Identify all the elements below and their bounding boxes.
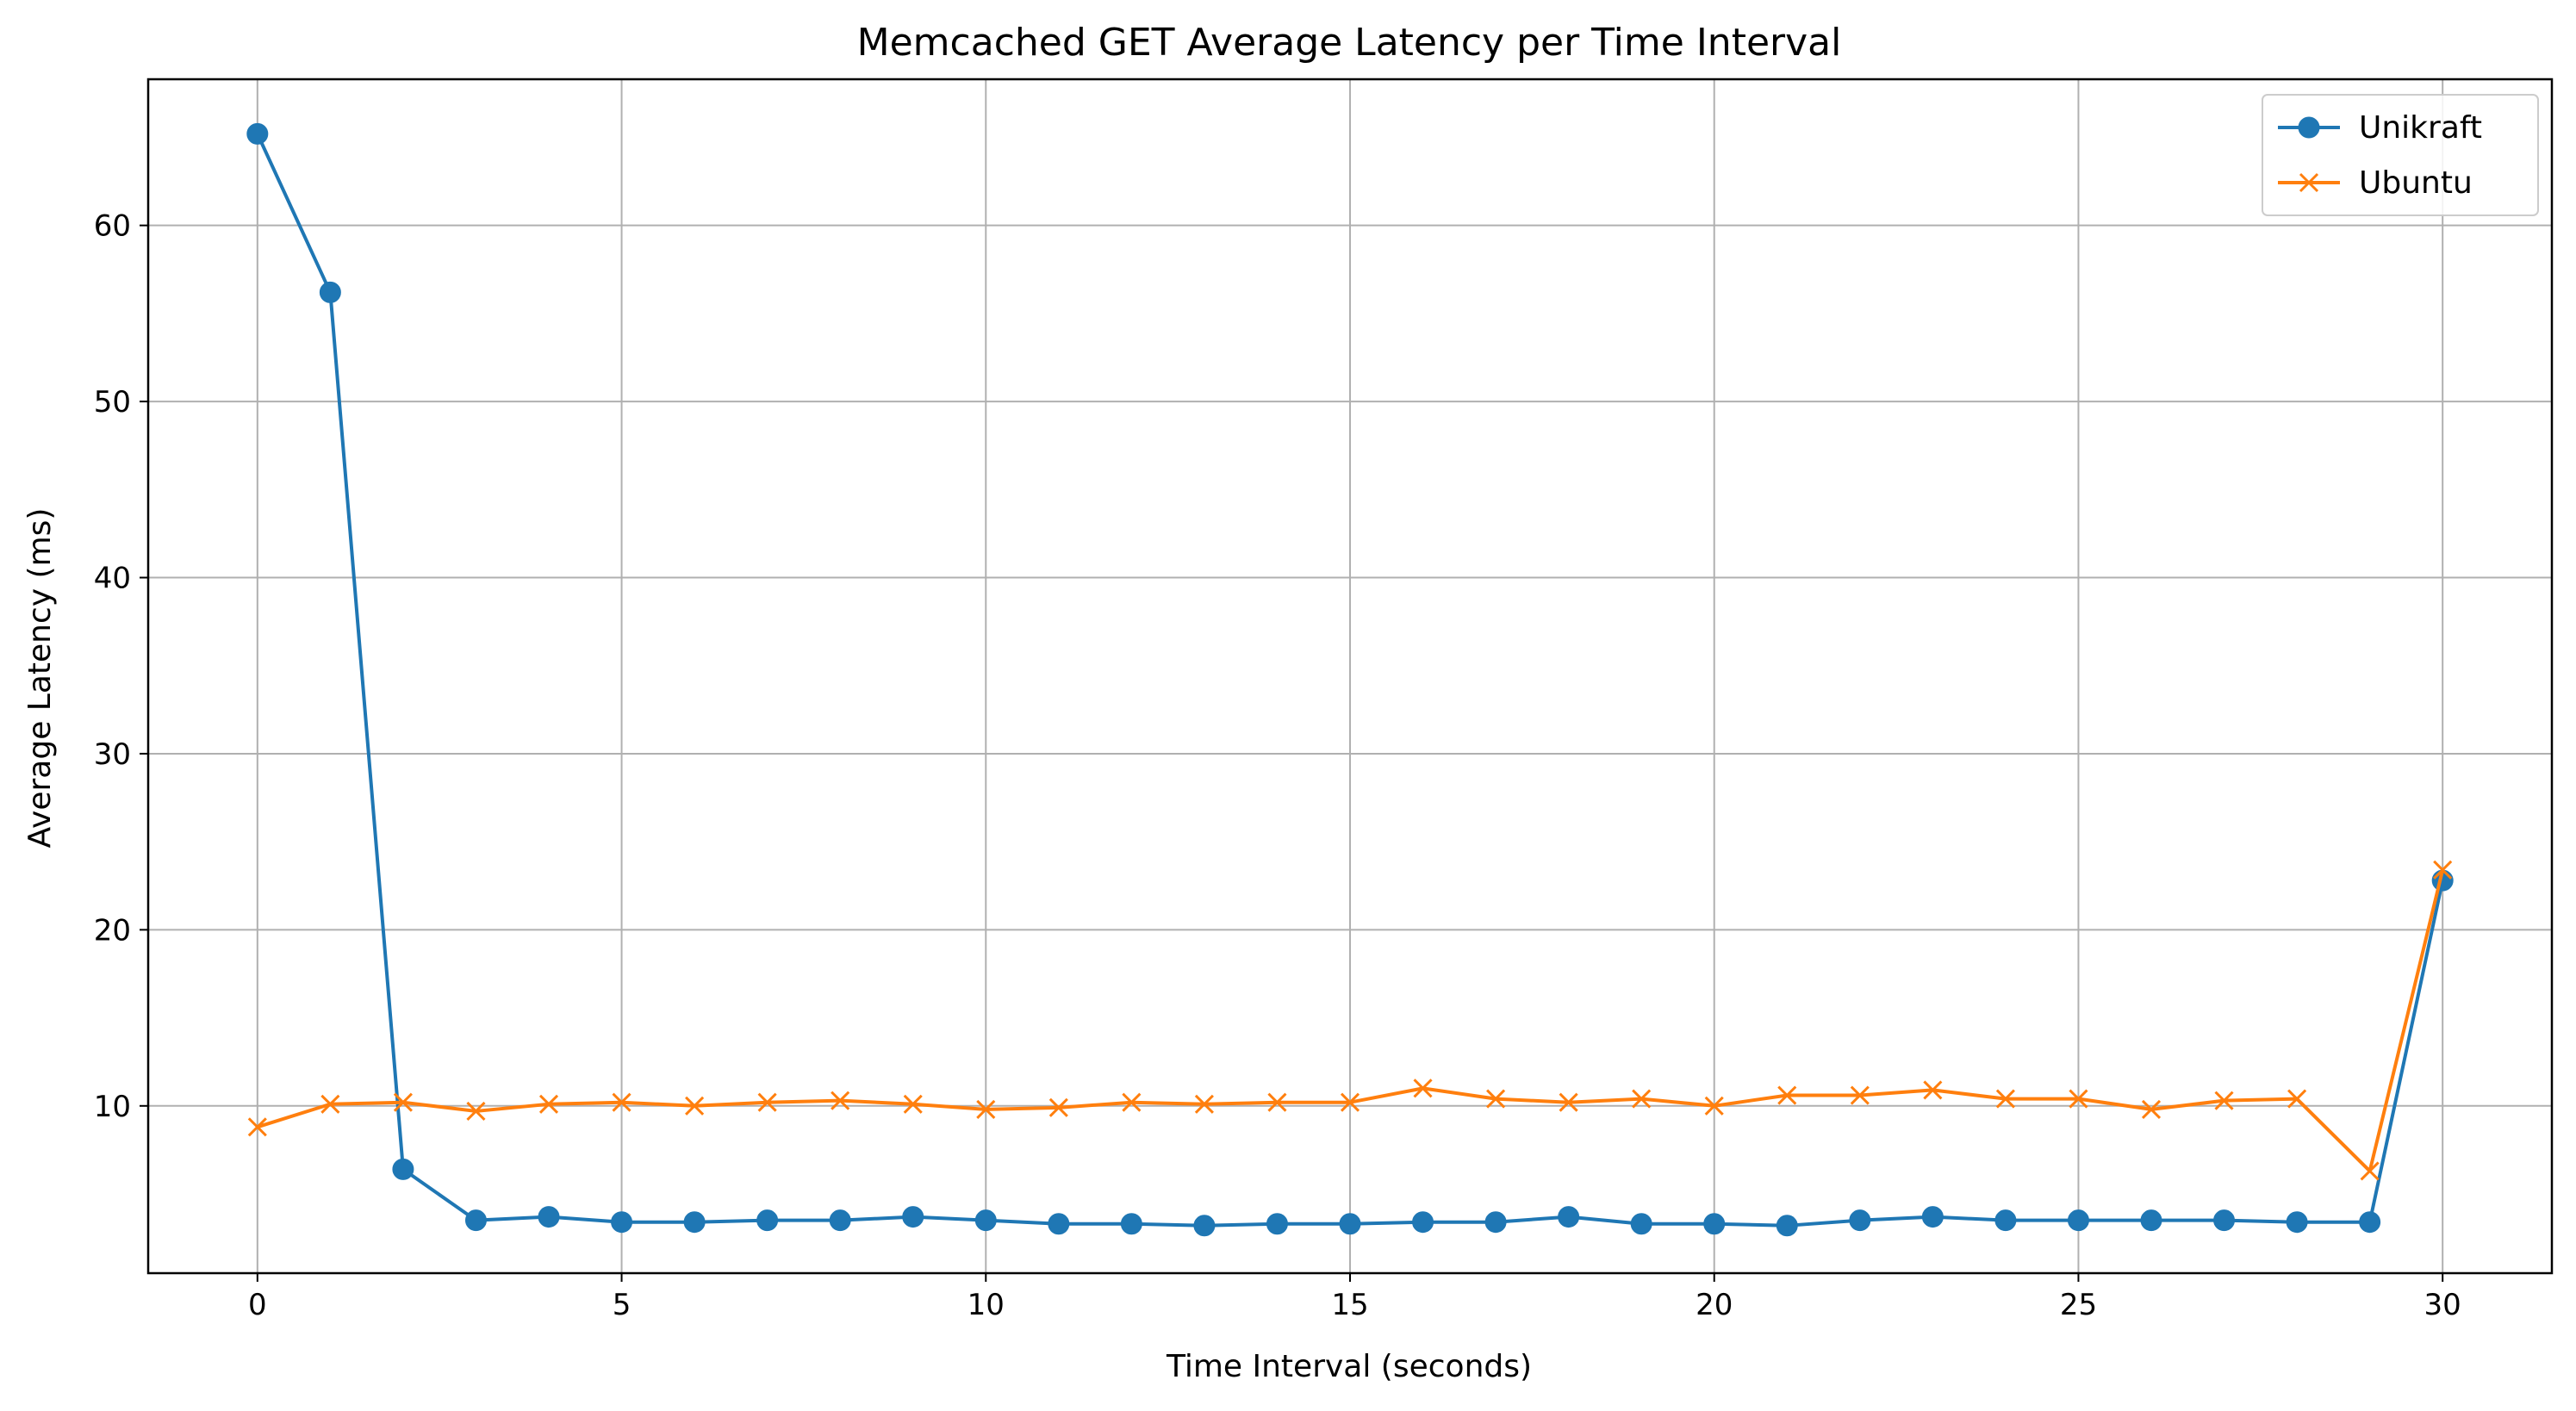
data-point-ubuntu	[685, 1096, 705, 1116]
data-point-unikraft	[464, 1209, 487, 1232]
x-tick-label: 20	[1696, 1288, 1733, 1322]
data-point-unikraft	[756, 1209, 779, 1232]
data-point-unikraft	[829, 1209, 851, 1232]
data-point-ubuntu	[1923, 1080, 1943, 1100]
data-point-unikraft	[2067, 1209, 2089, 1232]
data-point-ubuntu	[1995, 1089, 2015, 1109]
data-point-unikraft	[1849, 1209, 1871, 1232]
data-point-ubuntu	[1704, 1096, 1724, 1116]
data-point-unikraft	[2359, 1211, 2381, 1234]
legend-entry-unikraft: Unikraft	[2278, 110, 2482, 146]
data-point-ubuntu	[2141, 1099, 2162, 1119]
data-point-unikraft	[319, 281, 341, 303]
data-point-unikraft	[1193, 1215, 1216, 1237]
legend-box	[2262, 94, 2539, 216]
y-tick-label: 10	[94, 1090, 131, 1124]
data-point-unikraft	[392, 1158, 414, 1180]
data-point-unikraft	[1412, 1211, 1434, 1234]
data-point-ubuntu	[903, 1094, 923, 1114]
grid	[148, 79, 2552, 1273]
data-point-ubuntu	[2360, 1161, 2380, 1181]
data-point-unikraft	[1339, 1213, 1361, 1235]
data-point-ubuntu	[1486, 1089, 1506, 1109]
data-point-unikraft	[1266, 1213, 1288, 1235]
data-point-ubuntu	[1850, 1085, 1870, 1105]
data-point-ubuntu	[612, 1092, 632, 1112]
legend-label-unikraft: Unikraft	[2359, 110, 2482, 146]
data-point-unikraft	[1048, 1213, 1070, 1235]
data-point-unikraft	[1921, 1206, 1944, 1228]
data-point-ubuntu	[2214, 1091, 2234, 1110]
data-point-ubuntu	[538, 1094, 559, 1114]
y-tick-label: 40	[94, 562, 131, 596]
data-point-unikraft	[1120, 1213, 1142, 1235]
x-tick-label: 30	[2424, 1288, 2461, 1322]
chart-title: Memcached GET Average Latency per Time I…	[857, 21, 1842, 65]
y-axis-label: Average Latency (ms)	[22, 508, 58, 848]
data-point-ubuntu	[2287, 1089, 2307, 1109]
data-point-ubuntu	[1340, 1092, 1360, 1112]
legend-marker-ubuntu	[2299, 172, 2319, 193]
data-point-unikraft	[2286, 1211, 2308, 1234]
axis-ticks: 0 5 10 15 20 25 30 10 20 30 40 50 60	[94, 209, 2461, 1322]
data-point-ubuntu	[393, 1092, 413, 1112]
y-tick-label: 20	[94, 913, 131, 948]
data-point-unikraft	[1776, 1215, 1798, 1237]
data-point-ubuntu	[1777, 1085, 1797, 1105]
y-tick-label: 30	[94, 737, 131, 772]
data-point-unikraft	[611, 1211, 633, 1234]
x-tick-label: 15	[1331, 1288, 1368, 1322]
x-tick-label: 25	[2060, 1288, 2097, 1322]
series-layer	[246, 122, 2454, 1237]
data-point-ubuntu	[2069, 1089, 2088, 1109]
data-point-unikraft	[1558, 1206, 1580, 1228]
data-point-unikraft	[538, 1206, 560, 1228]
data-point-unikraft	[974, 1209, 997, 1232]
data-point-ubuntu	[320, 1094, 340, 1114]
data-point-ubuntu	[466, 1101, 486, 1121]
data-point-ubuntu	[1559, 1092, 1578, 1112]
data-point-ubuntu	[1413, 1078, 1433, 1098]
data-point-unikraft	[1703, 1213, 1726, 1235]
data-point-ubuntu	[831, 1091, 850, 1110]
y-tick-label: 50	[94, 385, 131, 420]
data-point-ubuntu	[2433, 860, 2453, 880]
data-point-ubuntu	[247, 1117, 267, 1137]
x-axis-label: Time Interval (seconds)	[1166, 1349, 1532, 1384]
legend-label-ubuntu: Ubuntu	[2359, 165, 2473, 201]
data-point-unikraft	[1994, 1209, 2017, 1232]
legend-entry-ubuntu: Ubuntu	[2278, 165, 2473, 201]
data-point-ubuntu	[1632, 1089, 1652, 1109]
data-point-unikraft	[2140, 1209, 2162, 1232]
data-point-unikraft	[2213, 1209, 2236, 1232]
series-ubuntu	[247, 860, 2453, 1181]
legend-marker-unikraft	[2298, 116, 2320, 139]
x-tick-label: 10	[968, 1288, 1005, 1322]
data-point-ubuntu	[757, 1092, 777, 1112]
data-point-ubuntu	[1048, 1097, 1068, 1117]
data-point-unikraft	[1484, 1211, 1507, 1234]
data-point-ubuntu	[976, 1099, 996, 1119]
data-point-unikraft	[246, 122, 269, 145]
legend: Unikraft Ubuntu	[2262, 94, 2539, 216]
data-point-unikraft	[1630, 1213, 1652, 1235]
x-tick-label: 5	[613, 1288, 632, 1322]
data-point-unikraft	[902, 1206, 924, 1228]
x-tick-label: 0	[248, 1288, 267, 1322]
data-point-unikraft	[683, 1211, 706, 1234]
y-tick-label: 60	[94, 209, 131, 244]
data-point-ubuntu	[1122, 1092, 1142, 1112]
data-point-ubuntu	[1194, 1094, 1214, 1114]
data-point-ubuntu	[1267, 1092, 1287, 1112]
series-unikraft	[246, 122, 2454, 1237]
